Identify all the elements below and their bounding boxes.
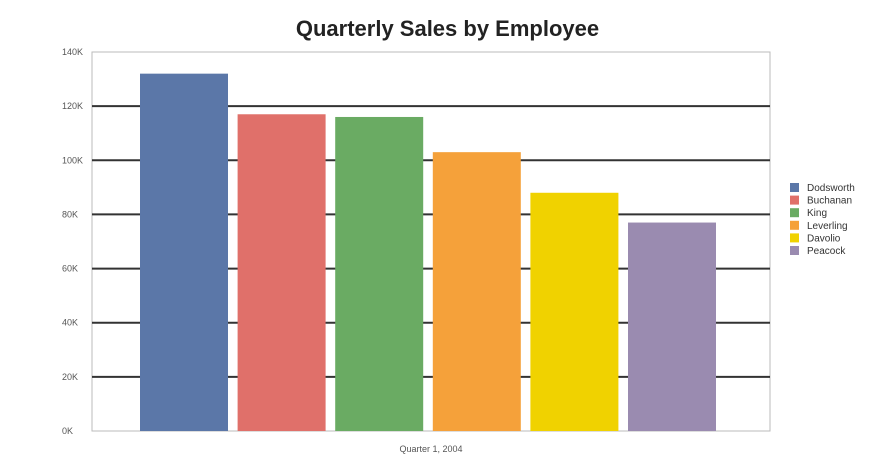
legend-swatch-davolio [790,233,799,243]
bars [140,73,716,432]
y-tick-label: 0K [62,426,73,436]
y-axis-ticks: 0K 20K 40K 60K 80K 100K 120K 140K [62,47,83,436]
y-tick-label: 80K [62,209,78,219]
bar-buchanan [237,114,326,431]
legend-label-davolio: Davolio [807,233,841,244]
y-tick-label: 140K [62,47,83,57]
y-tick-label: 20K [62,372,78,382]
legend-label-dodsworth: Dodsworth [807,183,855,194]
legend-swatch-buchanan [790,195,799,205]
legend-swatch-king [790,208,799,218]
x-axis-label: Quarter 1, 2004 [399,444,462,454]
legend-label-leverling: Leverling [807,221,848,232]
chart-title: Quarterly Sales by Employee [295,16,600,41]
y-tick-label: 100K [62,155,83,165]
legend-label-peacock: Peacock [807,246,846,257]
legend-swatch-peacock [790,246,799,255]
legend-swatch-dodsworth [790,183,799,192]
y-tick-label: 40K [62,318,78,328]
legend-label-king: King [807,208,827,219]
bar-peacock [628,222,716,431]
legend-label-buchanan: Buchanan [807,196,852,207]
bar-leverling [432,152,521,431]
bar-davolio [530,192,619,431]
bar-dodsworth [140,73,228,432]
bar-king [335,116,424,431]
y-tick-label: 60K [62,264,78,274]
y-tick-label: 120K [62,101,83,111]
legend-swatch-leverling [790,220,799,230]
